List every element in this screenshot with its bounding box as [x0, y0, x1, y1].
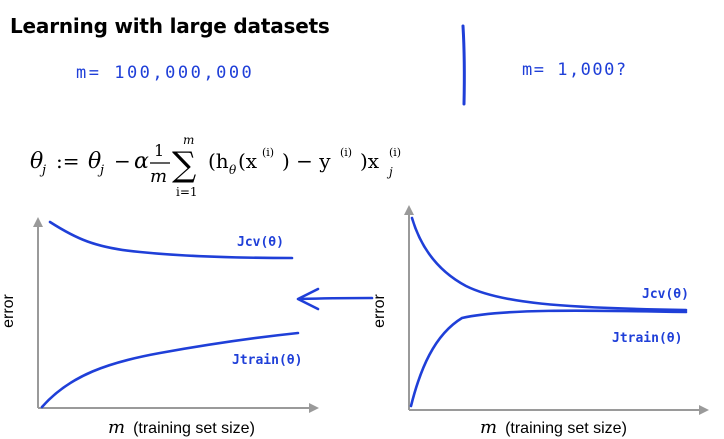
left-train-label: Jtrain(θ) [232, 353, 302, 368]
note-m-large: m= 100,000,000 [76, 63, 255, 83]
right-ylabel: error [370, 294, 388, 328]
right-xlabel-text: (training set size) [505, 420, 627, 437]
eq-alpha: α [134, 149, 149, 174]
eq-body-h-sub: θ [229, 163, 237, 177]
eq-body-end: )x [360, 149, 380, 173]
right-cv-curve [410, 216, 688, 312]
left-cv-curve [48, 220, 294, 260]
eq-sum-top: m [183, 136, 194, 147]
left-xlabel-var: m [108, 417, 126, 438]
eq-assign: := [56, 149, 80, 173]
eq-body-h: (h [208, 149, 229, 173]
eq-lhs-sub: j [39, 163, 46, 178]
eq-body-sup2: (i) [340, 146, 352, 159]
eq-sum-symbol: ∑ [172, 145, 196, 185]
eq-body-x: (x [238, 149, 258, 173]
eq-end-sup: (i) [389, 146, 401, 159]
right-train-label: Jtrain(θ) [612, 331, 682, 346]
eq-end-sub: j [386, 165, 393, 179]
right-xlabel: m (training set size) [480, 417, 627, 438]
right-xlabel-var: m [480, 417, 498, 438]
left-ylabel: error [0, 294, 17, 328]
page-title: Learning with large datasets [10, 14, 330, 38]
eq-frac-num: 1 [154, 141, 164, 160]
eq-frac-den: m [150, 166, 167, 187]
right-train-curve [409, 309, 688, 408]
eq-rhs-sub: j [97, 163, 104, 178]
hand-drawn-arrow [296, 287, 374, 311]
eq-body-sup1: (i) [262, 146, 274, 159]
right-cv-label: Jcv(θ) [642, 287, 689, 302]
eq-body-mid: ) − y [282, 149, 331, 173]
note-m-small: m= 1,000? [522, 60, 628, 80]
left-train-curve [40, 331, 300, 409]
left-cv-label: Jcv(θ) [237, 235, 284, 250]
gradient-descent-equation: θ j := θ j − α 1 m m ∑ i=1 (h θ (x (i) )… [30, 136, 401, 199]
eq-lhs-theta: θ [30, 149, 43, 174]
eq-sum-bottom: i=1 [176, 185, 198, 199]
eq-rhs-theta: θ [88, 149, 101, 174]
left-xlabel-text: (training set size) [133, 420, 255, 437]
plot-left: Jcv(θ) Jtrain(θ) [33, 217, 319, 413]
plot-right: Jcv(θ) Jtrain(θ) [404, 205, 709, 415]
left-xlabel: m (training set size) [108, 417, 255, 438]
eq-minus: − [114, 149, 131, 173]
